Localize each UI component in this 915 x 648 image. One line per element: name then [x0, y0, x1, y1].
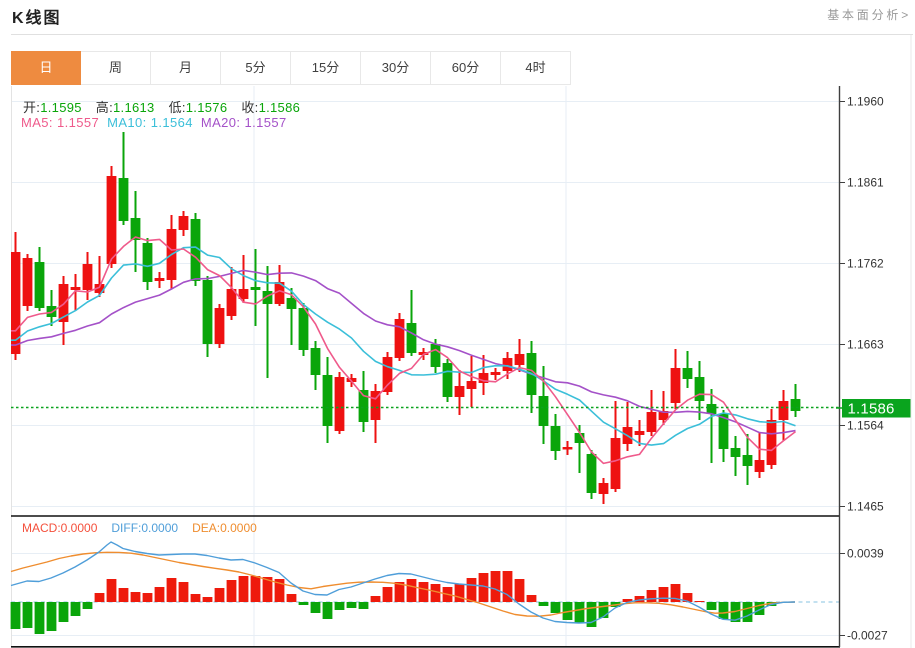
svg-text:1.1861: 1.1861	[847, 176, 884, 190]
svg-text:1.1465: 1.1465	[847, 500, 884, 514]
svg-text:-0.0027: -0.0027	[847, 629, 888, 643]
svg-text:1.1663: 1.1663	[847, 338, 884, 352]
svg-text:1.1564: 1.1564	[847, 419, 884, 433]
svg-text:1.1960: 1.1960	[847, 95, 884, 109]
svg-text:1.1762: 1.1762	[847, 257, 884, 271]
svg-text:1.1586: 1.1586	[848, 401, 895, 418]
svg-text:0.0039: 0.0039	[847, 547, 884, 561]
